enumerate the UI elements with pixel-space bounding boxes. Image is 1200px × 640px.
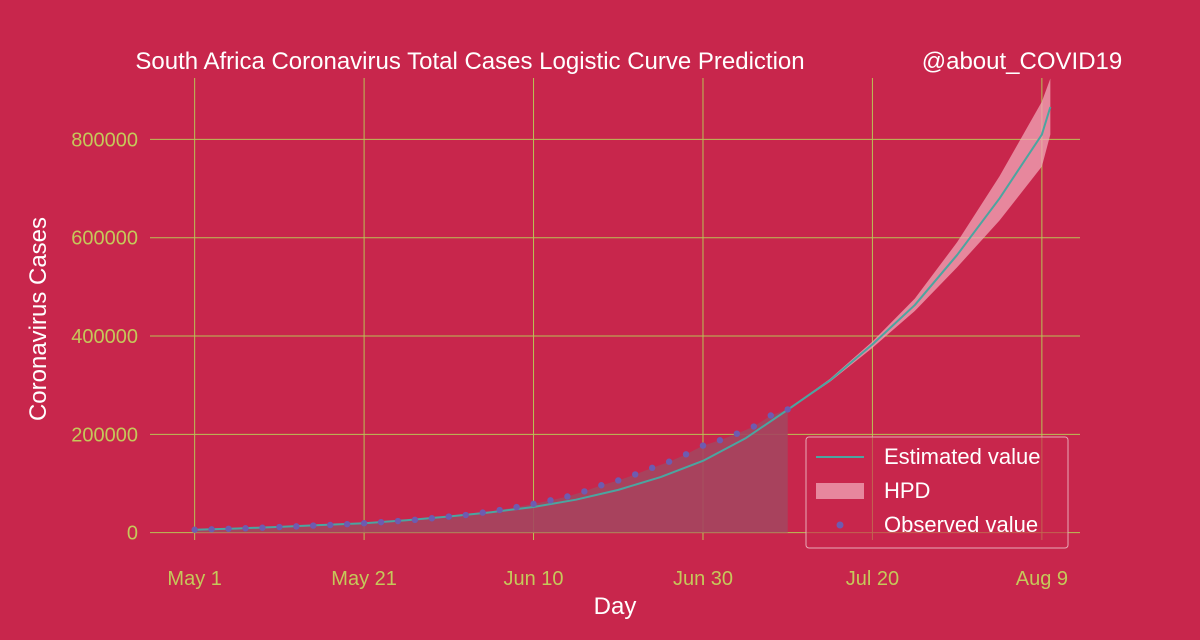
x-tick-label: Aug 9 bbox=[1016, 568, 1068, 590]
estimated-line-layer bbox=[194, 106, 1052, 531]
observed-point bbox=[479, 509, 486, 516]
observed-point bbox=[360, 520, 368, 527]
observed-point bbox=[598, 482, 605, 489]
legend: Estimated value HPD Observed value bbox=[805, 436, 1069, 549]
legend-estimated-label: Estimated value bbox=[884, 444, 1041, 469]
legend-box bbox=[805, 436, 1069, 549]
observed-point bbox=[225, 525, 232, 532]
observed-point bbox=[648, 464, 656, 472]
x-tick-label: May 1 bbox=[167, 568, 221, 590]
observed-point bbox=[259, 524, 266, 531]
hpd-band bbox=[787, 78, 1051, 411]
observed-point bbox=[242, 525, 249, 532]
observed-point bbox=[276, 523, 283, 531]
observed-points-layer bbox=[191, 406, 791, 533]
legend-observed-label: Observed value bbox=[884, 512, 1038, 537]
observed-point bbox=[632, 471, 639, 478]
observed-point bbox=[665, 458, 673, 465]
observed-point bbox=[377, 518, 385, 526]
chart-handle: @about_COVID19 bbox=[922, 48, 1122, 75]
y-tick-label: 200000 bbox=[71, 424, 138, 446]
observed-point bbox=[784, 406, 791, 413]
legend-observed-swatch bbox=[836, 521, 844, 529]
observed-point bbox=[293, 523, 300, 530]
observed-point bbox=[496, 506, 503, 514]
observed-point bbox=[733, 430, 741, 437]
chart-title: South Africa Coronavirus Total Cases Log… bbox=[135, 48, 804, 75]
observed-point bbox=[445, 513, 453, 520]
observed-point bbox=[750, 423, 758, 430]
legend-hpd-label: HPD bbox=[884, 478, 930, 503]
observed-point bbox=[682, 451, 690, 458]
observed-area bbox=[194, 409, 788, 533]
x-tick-label: May 21 bbox=[331, 568, 397, 590]
observed-point bbox=[310, 522, 317, 529]
observed-point bbox=[411, 516, 419, 524]
x-axis-label: Day bbox=[594, 593, 637, 620]
observed-point bbox=[564, 493, 571, 500]
observed-point bbox=[716, 437, 724, 444]
estimated-line bbox=[194, 106, 1052, 531]
y-tick-label: 400000 bbox=[71, 326, 138, 348]
y-tick-label: 600000 bbox=[71, 228, 138, 250]
y-tick-label: 0 bbox=[127, 523, 138, 545]
x-tick-label: Jun 30 bbox=[673, 568, 733, 590]
hpd-band-layer bbox=[787, 78, 1051, 411]
observed-point bbox=[462, 511, 469, 519]
x-tick-label: Jun 10 bbox=[504, 568, 564, 590]
observed-point bbox=[428, 515, 436, 522]
y-axis-label: Coronavirus Cases bbox=[25, 217, 52, 421]
observed-point bbox=[699, 442, 707, 449]
observed-point bbox=[343, 520, 351, 528]
observed-area-layer bbox=[194, 409, 788, 533]
observed-point bbox=[394, 517, 402, 525]
observed-point bbox=[208, 526, 215, 533]
observed-point bbox=[581, 488, 588, 495]
observed-point bbox=[615, 477, 622, 484]
legend-hpd-swatch bbox=[816, 483, 864, 499]
observed-point bbox=[767, 412, 774, 419]
observed-point bbox=[547, 497, 554, 504]
observed-point bbox=[530, 500, 537, 508]
observed-point bbox=[327, 521, 334, 529]
observed-point bbox=[513, 503, 520, 511]
x-tick-label: Jul 20 bbox=[846, 568, 899, 590]
y-tick-label: 800000 bbox=[71, 129, 138, 151]
observed-point bbox=[191, 526, 198, 533]
tick-labels-layer: May 1 May 21 Jun 10 Jun 30 Jul 20 Aug 9 0 20000… bbox=[71, 129, 1068, 590]
